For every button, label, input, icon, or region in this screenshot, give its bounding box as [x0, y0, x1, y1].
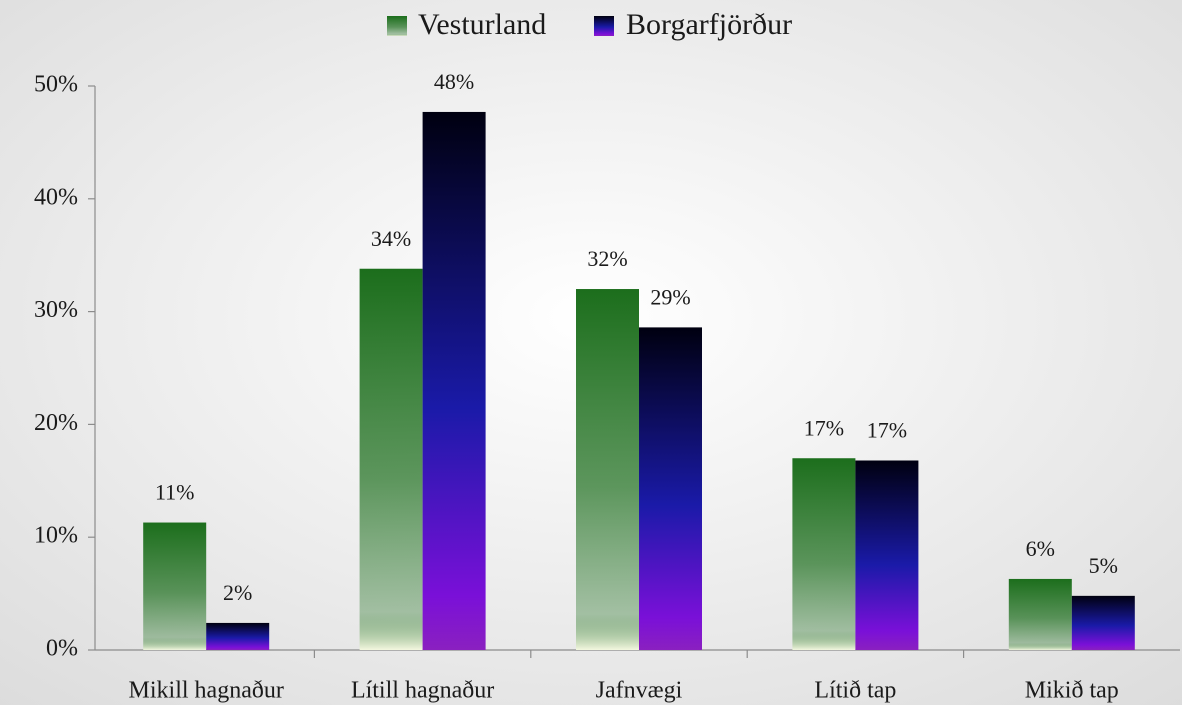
- data-label: 34%: [371, 226, 411, 251]
- bar: [206, 622, 270, 650]
- legend-label: Borgarfjörður: [626, 8, 792, 41]
- legend-label: Vesturland: [418, 8, 546, 41]
- bar: [1071, 595, 1135, 650]
- data-label: 5%: [1089, 553, 1118, 578]
- bar: [143, 522, 207, 650]
- bar: [855, 460, 919, 650]
- data-label: 11%: [155, 480, 195, 505]
- x-tick-label: Lítið tap: [814, 678, 896, 704]
- data-label: 17%: [867, 418, 907, 443]
- data-label: 32%: [587, 246, 627, 271]
- x-tick-label: Lítill hagnaður: [351, 678, 494, 704]
- data-label: 48%: [434, 69, 474, 94]
- y-tick-label: 40%: [34, 184, 78, 210]
- data-label: 17%: [804, 415, 844, 440]
- data-label: 6%: [1026, 536, 1055, 561]
- y-tick-label: 0%: [46, 636, 78, 662]
- data-label: 2%: [223, 580, 252, 605]
- y-tick-label: 20%: [34, 410, 78, 436]
- bar: [792, 458, 856, 650]
- x-tick-label: Mikið tap: [1025, 678, 1119, 704]
- x-tick-label: Mikill hagnaður: [129, 678, 284, 704]
- y-tick-label: 50%: [34, 72, 78, 98]
- y-tick-label: 10%: [34, 523, 78, 549]
- x-tick-label: Jafnvægi: [596, 678, 683, 704]
- bar: [576, 289, 639, 650]
- legend-swatch: [594, 16, 614, 36]
- bar: [639, 327, 702, 650]
- legend-swatch: [387, 16, 407, 36]
- bar: [359, 268, 423, 650]
- bar: [1008, 578, 1072, 650]
- y-tick-label: 30%: [34, 297, 78, 323]
- bar: [422, 111, 486, 651]
- data-label: 29%: [650, 284, 690, 309]
